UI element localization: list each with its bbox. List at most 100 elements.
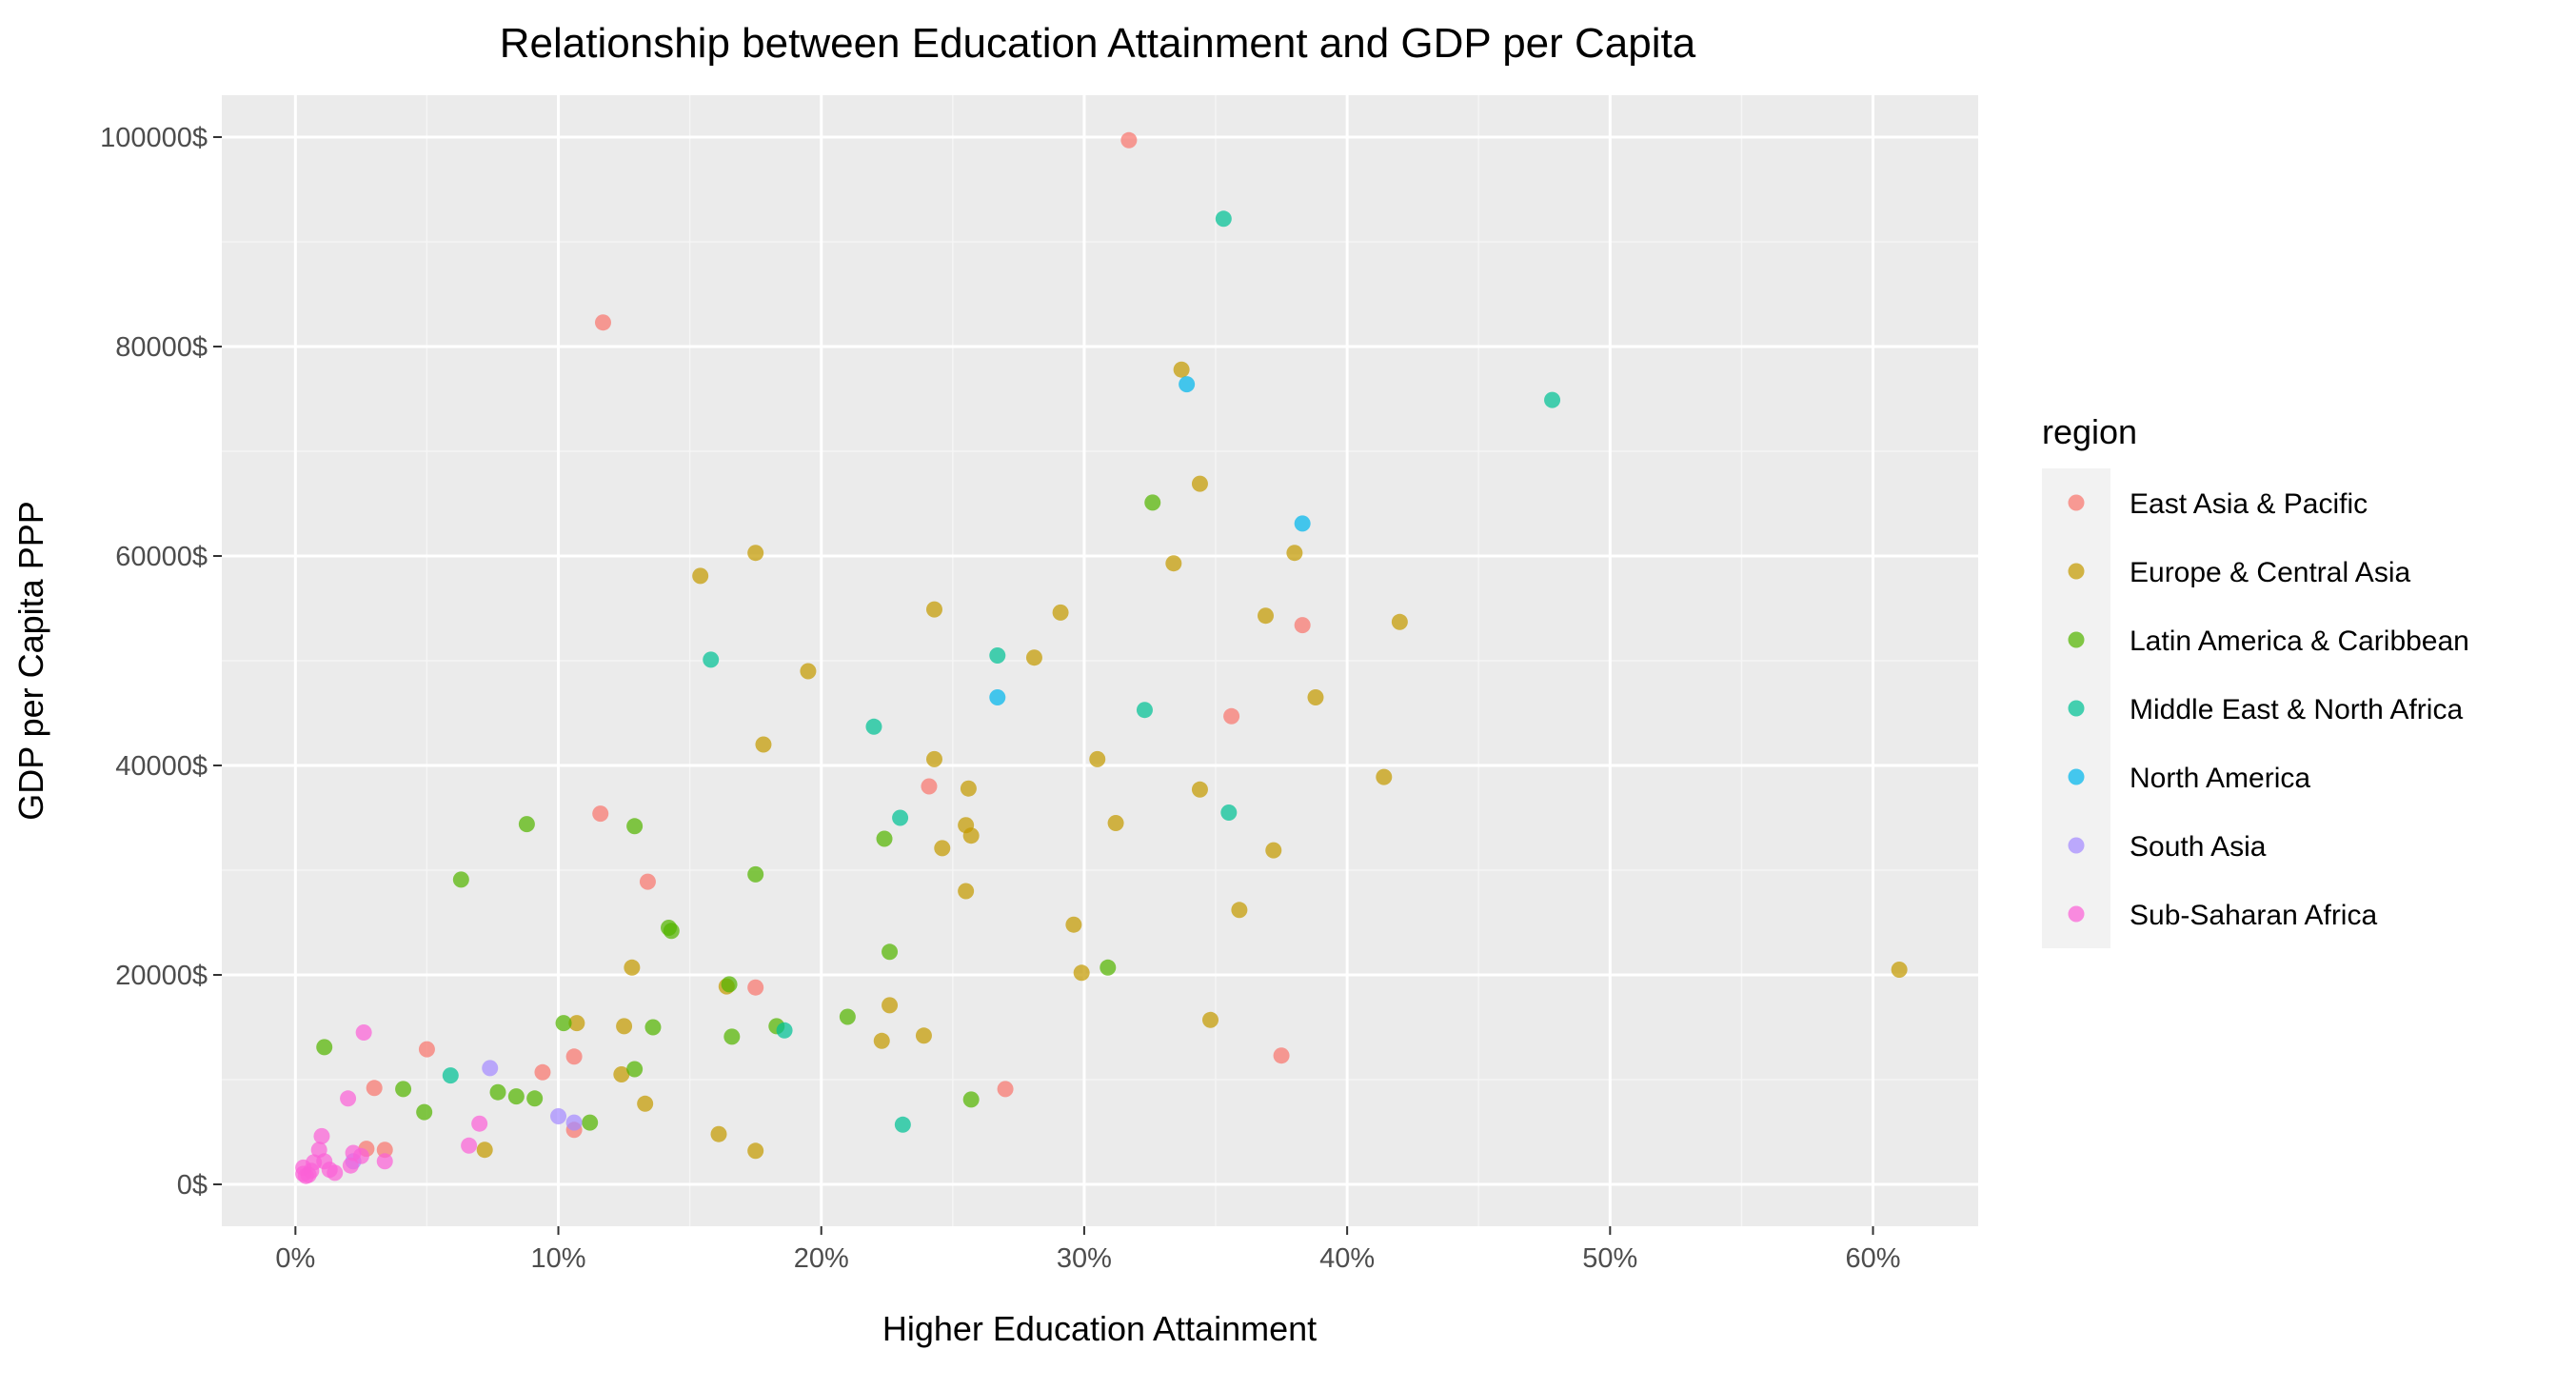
data-point: [342, 1157, 359, 1174]
data-point: [692, 567, 709, 585]
data-point: [1173, 361, 1190, 378]
data-point: [1891, 962, 1908, 978]
data-point: [1136, 702, 1153, 719]
data-point: [1191, 475, 1208, 492]
y-tick-label: 40000$: [115, 751, 208, 782]
data-point: [476, 1142, 493, 1159]
data-point: [663, 923, 680, 940]
data-point: [613, 1066, 630, 1082]
data-point: [592, 805, 609, 823]
data-point: [1220, 804, 1238, 821]
data-point: [327, 1164, 344, 1182]
data-point: [471, 1115, 488, 1132]
x-axis-label: Higher Education Attainment: [882, 1309, 1317, 1348]
legend-marker: [2068, 494, 2085, 511]
data-point: [482, 1060, 499, 1077]
data-point: [489, 1083, 506, 1101]
data-point: [555, 1015, 572, 1032]
data-point: [639, 873, 656, 890]
data-point: [865, 718, 882, 735]
y-tick-label: 20000$: [115, 961, 208, 991]
data-point: [915, 1027, 932, 1044]
data-point: [1202, 1011, 1219, 1028]
data-point: [644, 1019, 662, 1036]
data-point: [534, 1063, 551, 1081]
legend-label: Middle East & North Africa: [2130, 694, 2463, 725]
data-point: [925, 601, 942, 618]
legend-label: Europe & Central Asia: [2130, 557, 2410, 588]
data-point: [316, 1039, 333, 1056]
x-tick-label: 50%: [1582, 1243, 1637, 1274]
x-tick-label: 30%: [1057, 1243, 1112, 1274]
x-tick-label: 0%: [275, 1243, 315, 1274]
data-point: [461, 1137, 478, 1154]
data-point: [997, 1081, 1014, 1098]
data-point: [962, 1091, 980, 1108]
x-tick-label: 10%: [531, 1243, 586, 1274]
data-point: [962, 827, 980, 844]
data-point: [1100, 959, 1117, 976]
data-point: [395, 1081, 412, 1098]
legend-title: region: [2042, 412, 2137, 451]
x-tick-label: 20%: [794, 1243, 849, 1274]
data-point: [882, 943, 899, 961]
data-point: [1307, 689, 1324, 705]
data-point: [616, 1018, 633, 1035]
data-point: [442, 1067, 459, 1084]
data-point: [626, 818, 644, 835]
data-point: [755, 736, 772, 753]
legend-marker: [2068, 700, 2085, 717]
data-point: [1286, 545, 1303, 562]
data-point: [747, 979, 764, 996]
data-point: [723, 1028, 741, 1045]
data-point: [565, 1114, 583, 1131]
y-tick-label: 0$: [177, 1170, 208, 1201]
legend-label: South Asia: [2130, 831, 2267, 863]
data-point: [565, 1048, 583, 1065]
data-point: [747, 865, 764, 883]
data-point: [1120, 131, 1138, 149]
legend-label: Sub-Saharan Africa: [2130, 900, 2377, 931]
data-point: [925, 750, 942, 767]
data-point: [747, 1142, 764, 1160]
data-point: [989, 689, 1006, 705]
data-point: [1215, 210, 1232, 228]
y-axis-label: GDP per Capita PPP: [11, 501, 50, 821]
data-point: [1391, 613, 1408, 630]
data-point: [1544, 391, 1561, 408]
legend-label: East Asia & Pacific: [2130, 488, 2368, 520]
data-point: [1089, 750, 1106, 767]
data-point: [295, 1165, 312, 1182]
data-point: [594, 314, 611, 331]
data-point: [626, 1061, 644, 1078]
data-point: [1073, 964, 1090, 982]
y-tick-label: 100000$: [100, 123, 208, 153]
data-point: [882, 997, 899, 1014]
legend-label: North America: [2130, 763, 2310, 794]
axes: 0% 10% 20% 30% 40% 50% 60% 0$ 20000$ 40000$ 60000$…: [100, 123, 1900, 1274]
data-point: [1273, 1047, 1290, 1064]
y-tick-label: 60000$: [115, 542, 208, 572]
data-point: [1025, 649, 1042, 666]
data-point: [960, 780, 977, 797]
x-tick-label: 60%: [1845, 1243, 1900, 1274]
data-point: [989, 647, 1006, 664]
data-point: [776, 1022, 793, 1039]
data-point: [1223, 707, 1240, 725]
data-point: [1107, 815, 1124, 831]
data-point: [376, 1153, 393, 1170]
data-points: [295, 131, 1908, 1184]
data-point: [526, 1090, 544, 1107]
data-point: [800, 663, 817, 680]
data-point: [921, 778, 938, 795]
legend: region East Asia & Pacific Europe & Centr…: [2042, 412, 2469, 948]
y-tick-label: 80000$: [115, 332, 208, 363]
data-point: [550, 1108, 567, 1124]
legend-marker: [2068, 768, 2085, 785]
data-point: [873, 1032, 890, 1049]
data-point: [1294, 617, 1311, 634]
data-point: [507, 1088, 525, 1105]
data-point: [1376, 768, 1393, 785]
